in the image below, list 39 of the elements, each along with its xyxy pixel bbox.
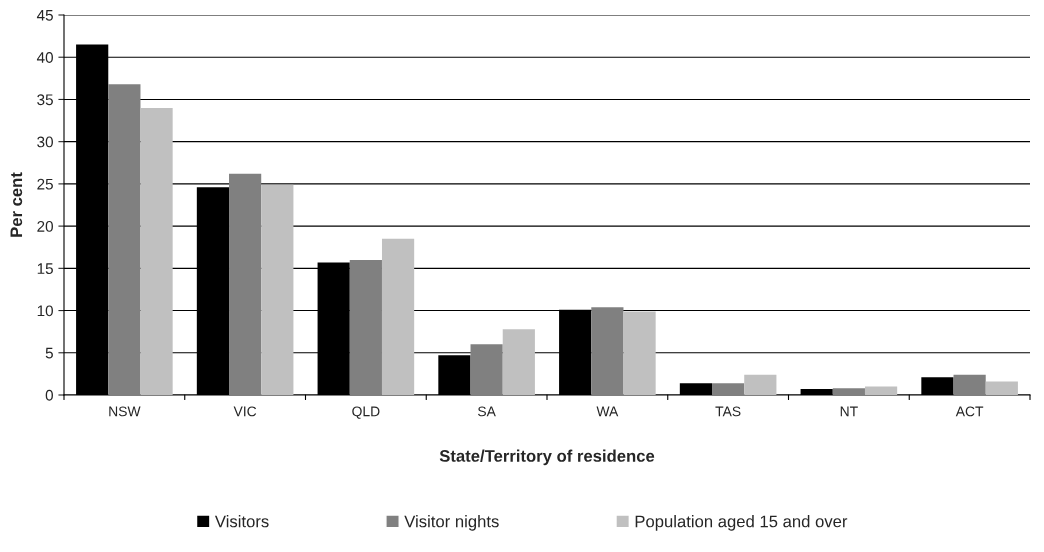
bar xyxy=(140,107,173,395)
bar xyxy=(985,381,1018,395)
bar xyxy=(591,307,624,395)
bar xyxy=(832,388,865,395)
bar xyxy=(381,238,415,395)
y-tick-label: 15 xyxy=(37,263,53,275)
bar xyxy=(623,311,656,395)
bar xyxy=(108,84,141,395)
y-tick-label: 0 xyxy=(45,389,53,401)
bar xyxy=(864,386,898,395)
y-tick-label: 20 xyxy=(37,220,53,232)
y-tick-label: 30 xyxy=(37,136,53,148)
x-tick-label: ACT xyxy=(955,406,984,417)
bar xyxy=(229,173,262,395)
y-tick-label: 45 xyxy=(36,10,53,21)
y-tick-label: 25 xyxy=(37,178,53,190)
bar xyxy=(470,344,503,395)
bar xyxy=(502,329,535,395)
y-tick-label: 10 xyxy=(37,305,53,317)
x-tick-label: WA xyxy=(596,406,619,417)
y-tick-label: 40 xyxy=(36,52,53,63)
y-tick-label: 35 xyxy=(37,94,53,106)
x-tick-label: TAS xyxy=(715,406,741,417)
x-tick-label: NSW xyxy=(109,406,141,417)
x-tick-label: QLD xyxy=(352,406,380,419)
bar xyxy=(349,259,382,395)
bar xyxy=(261,184,294,395)
y-tick-label: 5 xyxy=(45,347,53,359)
x-axis-title: State/Territory of residence xyxy=(439,449,655,466)
legend-label: Population aged 15 and over xyxy=(635,515,848,531)
x-tick-label: VIC xyxy=(233,406,257,417)
legend-label: Visitors xyxy=(214,515,269,528)
y-axis-title: Per cent xyxy=(10,172,23,237)
bar xyxy=(712,383,745,395)
bar xyxy=(744,374,777,395)
x-tick-label: SA xyxy=(477,406,496,417)
x-tick-label: NT xyxy=(840,406,858,417)
legend-label: Visitor nights xyxy=(404,515,499,531)
bar xyxy=(953,374,986,395)
